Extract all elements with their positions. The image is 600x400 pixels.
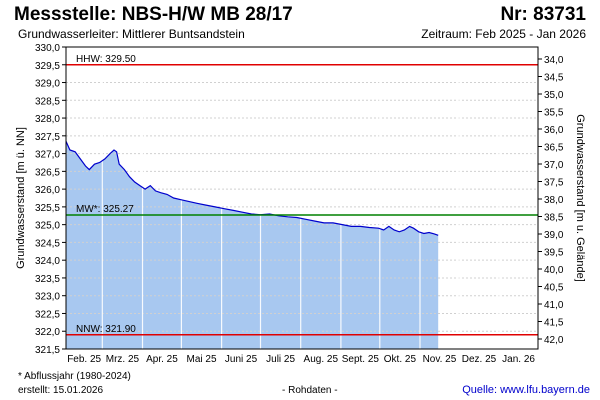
reference-label-low: NNW: 321.90 — [76, 324, 136, 335]
aquifer-label: Grundwasserleiter: Mittlerer Buntsandste… — [18, 27, 245, 41]
y2-tick-label: 41,5 — [544, 318, 564, 329]
y2-tick-label: 39,5 — [544, 248, 564, 259]
y-tick-label: 323,0 — [35, 292, 60, 303]
x-tick-label: Apr. 25 — [146, 354, 178, 365]
y-tick-label: 324,0 — [35, 256, 60, 267]
x-tick-label: Jan. 26 — [502, 354, 535, 365]
y2-tick-label: 40,5 — [544, 283, 564, 294]
y-tick-label: 328,0 — [35, 114, 60, 125]
x-tick-label: Mai 25 — [186, 354, 216, 365]
y2-tick-label: 36,0 — [544, 125, 564, 136]
y2-tick-label: 34,0 — [544, 55, 564, 66]
x-tick-label: Juli 25 — [266, 354, 295, 365]
page-title: Messstelle: NBS-H/W MB 28/17 — [14, 4, 293, 25]
y-tick-label: 327,0 — [35, 150, 60, 161]
y2-tick-label: 40,0 — [544, 265, 564, 276]
raw-data-note: - Rohdaten - — [282, 385, 338, 396]
reference-label-high: HHW: 329.50 — [76, 54, 136, 65]
y-tick-label: 324,5 — [35, 238, 60, 249]
station-number: Nr: 83731 — [500, 4, 586, 25]
y2-tick-label: 38,0 — [544, 195, 564, 206]
y-tick-label: 326,5 — [35, 167, 60, 178]
y2-tick-label: 35,5 — [544, 108, 564, 119]
y2-tick-label: 34,5 — [544, 73, 564, 84]
y-tick-label: 325,5 — [35, 203, 60, 214]
x-tick-label: Juni 25 — [225, 354, 258, 365]
y-tick-label: 329,0 — [35, 79, 60, 90]
series-line — [65, 140, 439, 236]
y2-tick-label: 38,5 — [544, 213, 564, 224]
y2-tick-label: 39,0 — [544, 230, 564, 241]
y-tick-label: 323,5 — [35, 274, 60, 285]
y2-tick-label: 35,0 — [544, 90, 564, 101]
x-tick-label: Mrz. 25 — [106, 354, 140, 365]
y2-tick-label: 37,0 — [544, 160, 564, 171]
x-tick-label: Sept. 25 — [342, 354, 380, 365]
y2-axis-label: Grundwasserstand [m u. Gelände] — [574, 114, 586, 282]
period-label: Zeitraum: Feb 2025 - Jan 2026 — [421, 27, 586, 41]
y-tick-label: 329,5 — [35, 61, 60, 72]
y-tick-label: 328,5 — [35, 96, 60, 107]
y-tick-label: 330,0 — [35, 43, 60, 54]
y-tick-label: 326,0 — [35, 185, 60, 196]
x-tick-label: Aug. 25 — [304, 354, 339, 365]
series-area — [66, 141, 439, 349]
created-date: erstellt: 15.01.2026 — [18, 385, 104, 396]
x-tick-label: Feb. 25 — [67, 354, 101, 365]
x-tick-label: Dez. 25 — [462, 354, 497, 365]
x-tick-label: Nov. 25 — [423, 354, 457, 365]
y-axis-label: Grundwasserstand [m ü. NN] — [15, 127, 27, 269]
y-tick-label: 325,0 — [35, 221, 60, 232]
y-tick-label: 327,5 — [35, 132, 60, 143]
y2-tick-label: 41,0 — [544, 300, 564, 311]
footnote: * Abflussjahr (1980-2024) — [18, 371, 131, 382]
plot-frame — [65, 46, 539, 350]
y-tick-label: 321,5 — [35, 345, 60, 356]
reference-label-mean: MW*: 325.27 — [76, 204, 134, 215]
y2-tick-label: 36,5 — [544, 143, 564, 154]
y-tick-label: 322,0 — [35, 327, 60, 338]
y2-tick-label: 42,0 — [544, 335, 564, 346]
y2-tick-label: 37,5 — [544, 178, 564, 189]
x-tick-label: Okt. 25 — [384, 354, 417, 365]
y-tick-label: 322,5 — [35, 309, 60, 320]
source-link[interactable]: Quelle: www.lfu.bayern.de — [462, 384, 590, 396]
